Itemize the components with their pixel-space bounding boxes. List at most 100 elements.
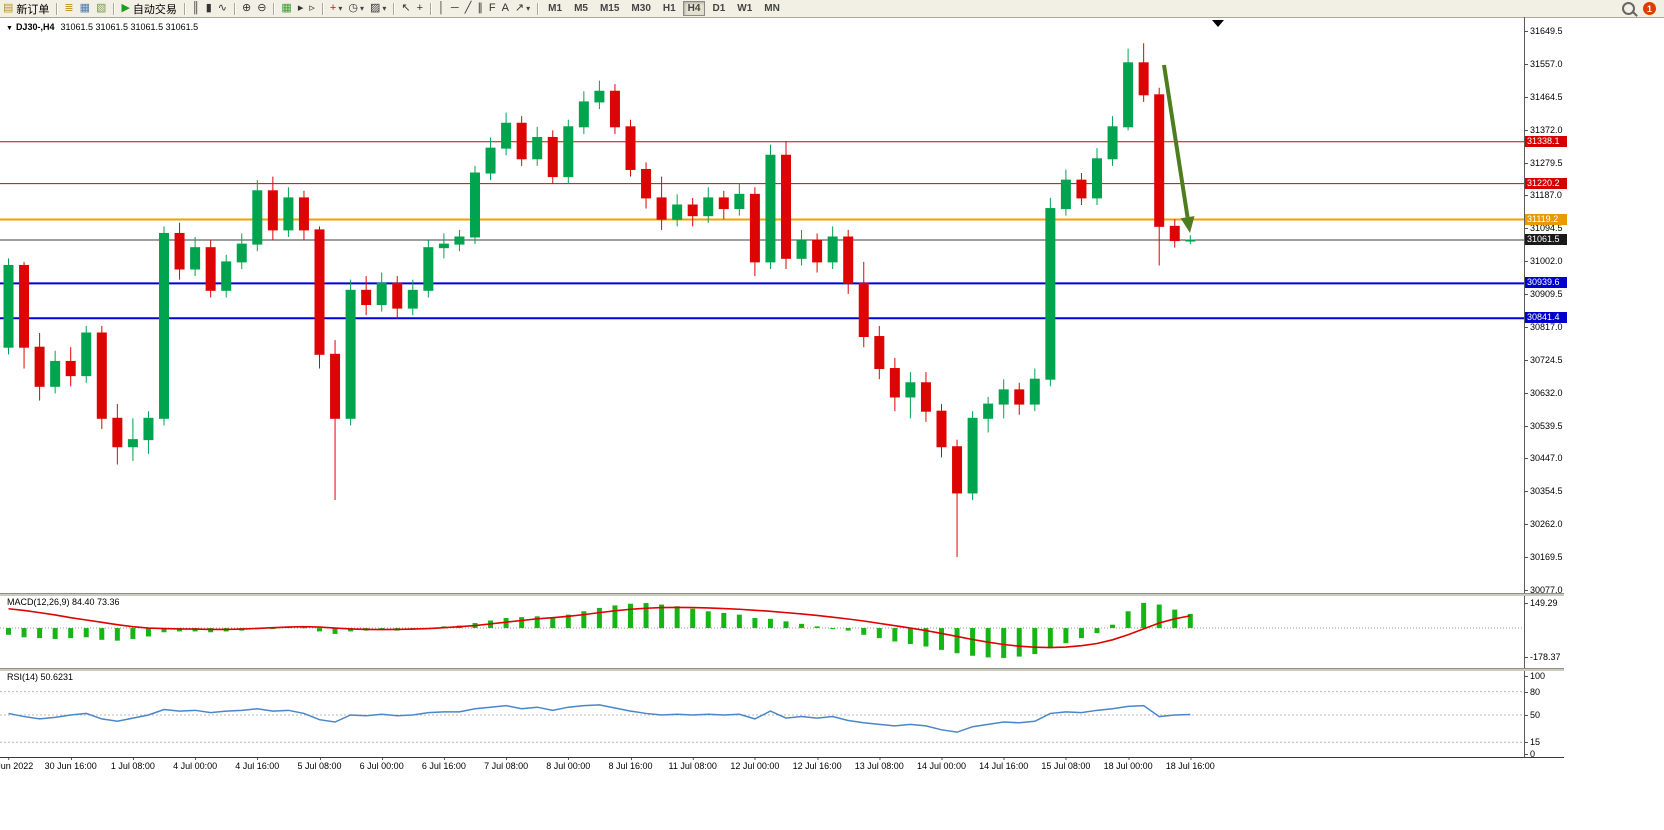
arrow-tool-icon: ↗ [514,2,525,14]
toolbar-separator [537,2,539,15]
time-axis-label: 18 Jul 00:00 [1103,757,1153,771]
toolbar-button-groups: ▤ 新订单 ≣ ▦ ▧ ▶ 自动交易 ║ ▮ ∿ ⊕ ⊖ ▦ ▸ ▹ + ▾ ◷ ▾ ▨ ▾ ↖ + │ ─ ╱ ∥ F A ↗ ▾ [0,0,533,17]
toolbar-separator [113,2,115,15]
price-axis-tick: 30724.5 [1524,354,1563,365]
price-axis-tick: 30354.5 [1524,486,1563,497]
auto-scroll-button[interactable]: ▸ [295,1,307,16]
pane-splitter[interactable] [0,593,1564,596]
channel-button[interactable]: ∥ [474,1,486,16]
price-axis-tick: 30632.0 [1524,387,1563,398]
channel-icon: ∥ [477,2,483,14]
indicators-add-icon: + [329,2,337,14]
cursor-button[interactable]: ↖ [398,1,413,16]
toolbar-separator [430,2,432,15]
chart-shift-button[interactable]: ▹ [306,1,318,16]
macd-histogram [6,602,1193,658]
autotrading-button[interactable]: ▶ 自动交易 [118,1,179,16]
crosshair-button[interactable]: + [414,1,426,16]
timeframe-w1-button[interactable]: W1 [737,3,753,14]
new-chart-button[interactable]: ▦ [77,1,93,16]
symbol-timeframe-label: DJ30-,H4 [15,22,55,32]
zoom-out-button[interactable]: ⊖ [254,1,269,16]
ohlc-quotes-label: 31061.5 31061.5 31061.5 31061.5 [60,22,199,32]
chevron-down-icon[interactable]: ▾ [382,4,387,13]
pane-splitter[interactable] [0,668,1564,671]
arrows-button[interactable]: ↗ ▾ [512,1,533,16]
toolbar-separator [183,2,185,15]
price-axis-tick: 31002.0 [1524,256,1563,267]
time-axis-label: 7 Jul 08:00 [484,757,529,771]
price-level-badge: 31061.5 [1525,234,1567,246]
vertical-line-button[interactable]: │ [435,1,448,16]
horizontal-line-button[interactable]: ─ [448,1,462,16]
chart-shift-icon: ▹ [309,2,315,14]
macd-pane[interactable] [0,595,1524,668]
price-axis-tick: 30169.5 [1524,552,1563,563]
rsi-line [8,704,1191,733]
trend-arrow-annotation[interactable] [1162,64,1195,233]
timeframe-m30-button[interactable]: M30 [631,3,651,14]
market-depth-icon: ≣ [64,2,74,14]
chart-bars-button[interactable]: ║ [189,1,203,16]
time-axis-label: 11 Jul 08:00 [668,757,717,771]
price-axis-tick: 30909.5 [1524,289,1563,300]
templates-button[interactable]: ▨ ▾ [367,1,389,16]
rsi-axis-tick: 15 [1523,737,1541,748]
text-button[interactable]: A [499,1,512,16]
timeframe-mn-button[interactable]: MN [764,3,780,14]
timeframe-m15-button[interactable]: M15 [599,3,620,14]
price-chart-pane[interactable] [0,17,1524,593]
indicators-button[interactable]: + ▾ [327,1,345,16]
timeframe-m1-button[interactable]: M1 [548,3,563,14]
price-axis-tick: 31464.5 [1524,91,1563,102]
zoom-in-button[interactable]: ⊕ [239,1,254,16]
window-menu-icon[interactable]: ▼ [6,25,13,32]
timeframe-h4-button[interactable]: H4 [682,1,706,16]
periods-button[interactable]: ◷ ▾ [345,1,367,16]
time-axis-label: 6 Jul 00:00 [359,757,404,771]
new-order-icon: ▤ [3,2,14,14]
chart-line-button[interactable]: ∿ [215,1,230,16]
chart-title: ▼ DJ30-,H4 31061.5 31061.5 31061.5 31061.5 [6,22,198,32]
chart-candlesticks-button[interactable]: ▮ [203,1,215,16]
price-level-badge: 30841.4 [1525,312,1567,324]
toolbar-separator [273,2,275,15]
toolbar-right: 1 [1622,1,1656,16]
chevron-down-icon[interactable]: ▾ [359,4,364,13]
profiles-icon: ▧ [96,2,107,14]
notification-badge[interactable]: 1 [1643,2,1656,15]
timeframe-d1-button[interactable]: D1 [712,3,726,14]
autotrading-label: 自动交易 [132,3,177,16]
timeframe-m5-button[interactable]: M5 [574,3,588,14]
chevron-down-icon[interactable]: ▾ [526,4,531,13]
fibonacci-button[interactable]: F [486,1,499,16]
time-axis-label: 30 Jun 2022 [0,757,33,771]
timeframe-toolbar: M1 M5 M15 M30 H1 H4 D1 W1 MN [542,0,786,17]
profiles-button[interactable]: ▧ [93,1,109,16]
chevron-down-icon[interactable]: ▾ [338,4,343,13]
auto-scroll-icon: ▸ [297,2,304,14]
zoom-out-icon: ⊖ [257,2,267,14]
macd-signal-line [8,606,1191,649]
rsi-pane[interactable] [0,670,1524,757]
price-axis-tick: 30539.5 [1524,420,1563,431]
toolbar-separator [321,2,323,15]
market-depth-button[interactable]: ≣ [61,1,76,16]
vertical-line-icon: │ [438,2,445,14]
time-axis-label: 14 Jul 00:00 [916,757,967,771]
rsi-axis-tick: 80 [1523,686,1541,697]
new-order-button[interactable]: ▤ 新订单 [0,1,52,16]
timeframe-h1-button[interactable]: H1 [662,3,676,14]
new-order-label: 新订单 [16,3,50,16]
price-level-badge: 31338.1 [1525,135,1567,147]
tile-windows-button[interactable]: ▦ [278,1,294,16]
toolbar-separator [393,2,395,15]
search-icon[interactable] [1622,2,1635,15]
cursor-icon: ↖ [401,2,411,14]
candles [3,43,1196,557]
time-axis-label: 14 Jul 16:00 [979,757,1029,771]
time-axis-label: 4 Jul 00:00 [173,757,218,771]
trendline-button[interactable]: ╱ [462,1,475,16]
time-axis-label: 12 Jul 16:00 [792,757,842,771]
